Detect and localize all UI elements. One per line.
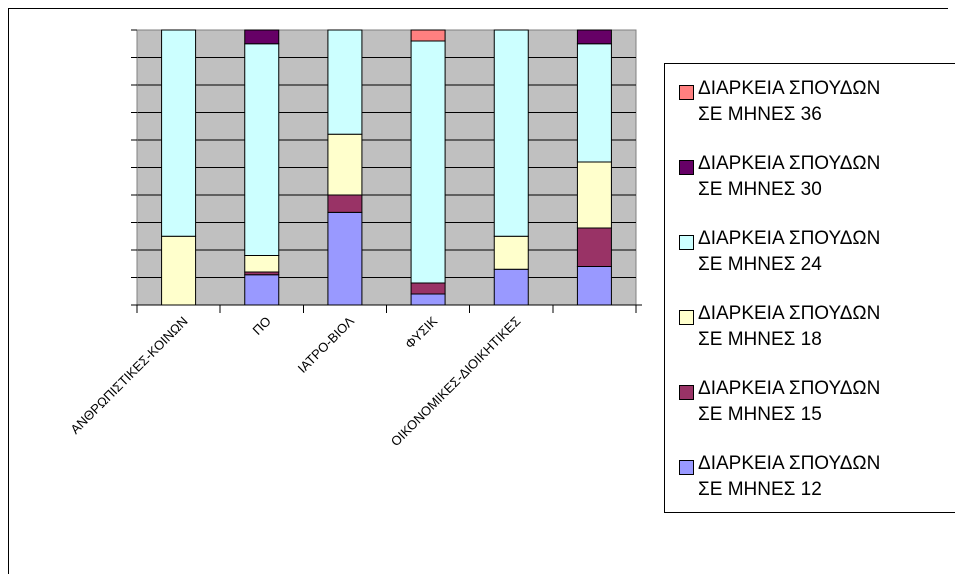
legend-label: ΔΙΑΡΚΕΙΑ ΣΠΟΥΔΩΝ ΣΕ ΜΗΝΕΣ 18 [698, 303, 881, 350]
legend-entry: ΔΙΑΡΚΕΙΑ ΣΠΟΥΔΩΝ ΣΕ ΜΗΝΕΣ 30 [679, 151, 880, 203]
category-label: ΙΑΤΡΟ-ΒΙΟΛ [295, 313, 358, 376]
bar-segment [493, 29, 529, 237]
bar-segment [244, 29, 280, 45]
bar-segment [410, 40, 446, 284]
legend-swatch [679, 235, 694, 250]
bar-segment [327, 194, 363, 213]
category-label: ΠΟ [249, 314, 273, 338]
bar-segment [161, 29, 197, 237]
category-label: ΑΝΘΡΩΠΙΣΤΙΚΕΣ-ΚΟΙΝΩΝ [67, 314, 190, 437]
legend-label: ΔΙΑΡΚΕΙΑ ΣΠΟΥΔΩΝ ΣΕ ΜΗΝΕΣ 15 [698, 378, 881, 425]
bar-segment [576, 161, 612, 229]
legend-swatch [679, 160, 694, 175]
bar-segment [410, 282, 446, 295]
bar-segment [244, 274, 280, 306]
chart-legend: ΔΙΑΡΚΕΙΑ ΣΠΟΥΔΩΝ ΣΕ ΜΗΝΕΣ 36 ΔΙΑΡΚΕΙΑ ΣΠΟ… [664, 63, 955, 513]
bar-segment [161, 235, 197, 306]
legend-entry: ΔΙΑΡΚΕΙΑ ΣΠΟΥΔΩΝ ΣΕ ΜΗΝΕΣ 24 [679, 226, 880, 278]
legend-label: ΔΙΑΡΚΕΙΑ ΣΠΟΥΔΩΝ ΣΕ ΜΗΝΕΣ 30 [698, 153, 881, 200]
legend-label: ΔΙΑΡΚΕΙΑ ΣΠΟΥΔΩΝ ΣΕ ΜΗΝΕΣ 24 [698, 228, 881, 275]
chart-frame [8, 8, 948, 574]
bar-segment [576, 227, 612, 267]
legend-swatch [679, 460, 694, 475]
bar-segment [576, 29, 612, 45]
legend-swatch [679, 385, 694, 400]
legend-label: ΔΙΑΡΚΕΙΑ ΣΠΟΥΔΩΝ ΣΕ ΜΗΝΕΣ 12 [698, 453, 881, 500]
bar-segment [327, 211, 363, 306]
legend-label: ΔΙΑΡΚΕΙΑ ΣΠΟΥΔΩΝ ΣΕ ΜΗΝΕΣ 36 [698, 78, 881, 125]
bar-segment [327, 133, 363, 196]
bar-segment [244, 255, 280, 273]
legend-swatch [679, 85, 694, 100]
legend-entry: ΔΙΑΡΚΕΙΑ ΣΠΟΥΔΩΝ ΣΕ ΜΗΝΕΣ 15 [679, 376, 880, 428]
bar-segment [327, 29, 363, 135]
bar-segment [410, 293, 446, 306]
bar-segment [493, 268, 529, 306]
bar-segment [410, 29, 446, 42]
bar-segment [576, 43, 612, 163]
legend-entry: ΔΙΑΡΚΕΙΑ ΣΠΟΥΔΩΝ ΣΕ ΜΗΝΕΣ 12 [679, 451, 880, 503]
legend-entry: ΔΙΑΡΚΕΙΑ ΣΠΟΥΔΩΝ ΣΕ ΜΗΝΕΣ 18 [679, 301, 880, 353]
category-label: ΦΥΣΙΚ [402, 313, 440, 351]
legend-entry: ΔΙΑΡΚΕΙΑ ΣΠΟΥΔΩΝ ΣΕ ΜΗΝΕΣ 36 [679, 76, 880, 128]
bar-segment [244, 43, 280, 256]
bar-segment [493, 235, 529, 270]
bar-segment [576, 266, 612, 306]
legend-swatch [679, 310, 694, 325]
